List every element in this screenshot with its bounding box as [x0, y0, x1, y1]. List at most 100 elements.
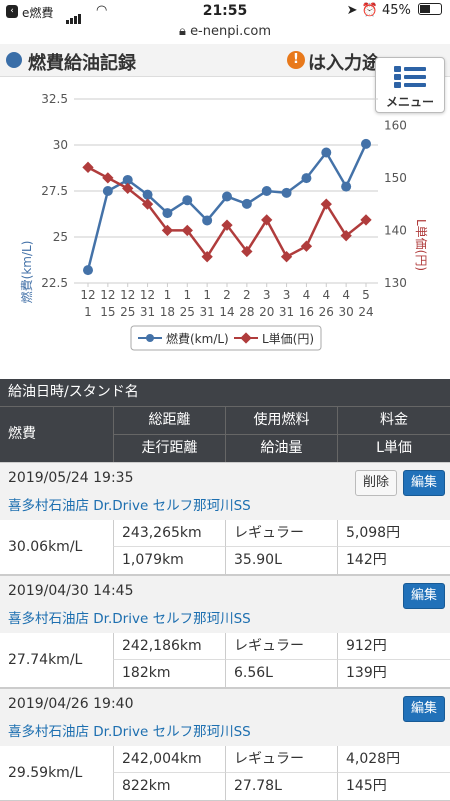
- x-tick-label-day: 25: [120, 305, 135, 319]
- unit-price-point[interactable]: [161, 224, 174, 237]
- edit-button[interactable]: 編集: [402, 696, 445, 722]
- battery-percent: 45%: [381, 3, 411, 18]
- fuel-efficiency-point[interactable]: [182, 195, 193, 206]
- unit-price-point[interactable]: [82, 161, 94, 173]
- y-axis-right-label: L単価(円): [414, 219, 428, 271]
- wifi-icon: ◠: [96, 3, 108, 18]
- unit-price-point[interactable]: [102, 172, 114, 184]
- unit-price-point[interactable]: [241, 245, 253, 258]
- record-distance: 182km: [113, 660, 225, 687]
- unit-price-point[interactable]: [280, 251, 293, 263]
- header-distance: 走行距離: [113, 435, 225, 462]
- url-text: e-nenpi.com: [190, 24, 271, 39]
- x-tick-label-month: 4: [303, 288, 311, 302]
- record-distance: 1,079km: [113, 547, 225, 574]
- record-amount: 6.56L: [225, 660, 337, 687]
- unit-price-point[interactable]: [360, 214, 372, 226]
- fuel-efficiency-point[interactable]: [261, 186, 272, 196]
- fuel-efficiency-point[interactable]: [122, 174, 133, 185]
- x-tick-label-month: 1: [164, 288, 172, 302]
- status-right: ➤ ⏰ 45%: [347, 3, 442, 18]
- x-tick-label-month: 2: [223, 288, 231, 302]
- header-unit-price: L単価: [337, 435, 450, 462]
- fuel-efficiency-point[interactable]: [83, 265, 93, 276]
- x-tick-label-month: 12: [140, 288, 155, 302]
- fuel-efficiency-point[interactable]: [202, 215, 213, 226]
- header-fuel-used: 使用燃料: [225, 407, 337, 435]
- menu-label: メニュー: [385, 95, 434, 109]
- unit-price-point[interactable]: [221, 219, 233, 231]
- record-unit-price: 142円: [337, 547, 450, 574]
- menu-button[interactable]: メニュー: [375, 57, 445, 113]
- fuel-efficiency-point[interactable]: [102, 186, 113, 196]
- record-station-link[interactable]: 喜多村石油店 Dr.Drive セルフ那珂川SS: [8, 611, 251, 627]
- x-tick-label-day: 30: [339, 305, 354, 319]
- record-price: 5,098円: [337, 520, 450, 547]
- chart-legend[interactable]: 燃費(km/L) L単価(円): [130, 325, 322, 351]
- unit-price-point[interactable]: [181, 224, 193, 237]
- fuel-efficiency-point[interactable]: [162, 208, 173, 219]
- fuel-efficiency-point[interactable]: [301, 173, 312, 184]
- record-fuel-type: レギュラー: [225, 633, 337, 660]
- record-distance: 822km: [113, 773, 225, 800]
- record-station-link[interactable]: 喜多村石油店 Dr.Drive セルフ那珂川SS: [8, 724, 251, 740]
- header-amount: 給油量: [225, 435, 337, 462]
- unit-price-point[interactable]: [340, 230, 352, 242]
- fuel-efficiency-point[interactable]: [321, 147, 332, 158]
- record-fuel-type: レギュラー: [225, 520, 337, 547]
- edit-button[interactable]: 編集: [402, 583, 445, 609]
- y-tick-right: 160: [384, 118, 407, 132]
- x-tick-label-day: 25: [180, 305, 195, 319]
- x-tick-label-day: 31: [200, 305, 215, 319]
- x-tick-label-month: 1: [183, 288, 191, 302]
- x-tick-label-month: 4: [322, 288, 330, 302]
- record-row: 2019/04/30 14:45 喜多村石油店 Dr.Drive セルフ那珂川S…: [0, 575, 450, 688]
- back-arrow-icon[interactable]: ‹: [6, 5, 18, 18]
- fuel-efficiency-point[interactable]: [341, 181, 352, 192]
- x-tick-label-day: 26: [319, 305, 334, 319]
- record-unit-price: 139円: [337, 660, 450, 687]
- record-row: 2019/04/26 19:40 喜多村石油店 Dr.Drive セルフ那珂川S…: [0, 688, 450, 801]
- fuel-efficiency-point[interactable]: [142, 189, 153, 200]
- input-notice[interactable]: は入力途: [308, 53, 380, 74]
- record-station-link[interactable]: 喜多村石油店 Dr.Drive セルフ那珂川SS: [8, 498, 251, 514]
- back-app-label[interactable]: e燃費: [22, 6, 54, 20]
- header-fuel-efficiency: 燃費: [8, 426, 36, 442]
- edit-button[interactable]: 編集: [402, 470, 445, 496]
- record-unit-price: 145円: [337, 773, 450, 800]
- header-total-distance: 総距離: [113, 407, 225, 435]
- x-tick-label-day: 18: [160, 305, 175, 319]
- status-bar: ‹ e燃費 ◠ 21:55 ➤ ⏰ 45%: [0, 0, 450, 26]
- unit-price-point[interactable]: [201, 251, 213, 263]
- unit-price-point[interactable]: [261, 214, 273, 226]
- x-tick-label-month: 1: [203, 288, 211, 302]
- y-tick-left: 27.5: [41, 184, 68, 198]
- alarm-icon: ⏰: [361, 3, 378, 18]
- x-tick-label-day: 20: [259, 305, 274, 319]
- legend-marker-price: [240, 332, 252, 344]
- x-tick-label-month: 5: [362, 288, 370, 302]
- fuel-efficiency-point[interactable]: [281, 187, 292, 198]
- clock: 21:55: [202, 3, 248, 19]
- fuel-efficiency-point[interactable]: [222, 191, 232, 202]
- x-tick-label-month: 12: [120, 288, 135, 302]
- record-row: 2019/05/24 19:35 喜多村石油店 Dr.Drive セルフ那珂川S…: [0, 462, 450, 575]
- record-datetime: 2019/04/30 14:45: [8, 583, 134, 599]
- unit-price-point[interactable]: [320, 198, 332, 210]
- record-total-distance: 243,265km: [113, 520, 225, 547]
- header-price: 料金: [337, 407, 450, 435]
- unit-price-point[interactable]: [300, 240, 313, 252]
- x-tick-label-month: 4: [342, 288, 350, 302]
- unit-price-point[interactable]: [141, 198, 154, 210]
- record-fuel-efficiency: 29.59km/L: [8, 765, 83, 781]
- fuel-efficiency-point[interactable]: [241, 198, 252, 209]
- y-tick-left: 32.5: [41, 92, 68, 106]
- x-tick-label-day: 1: [84, 305, 92, 319]
- fuel-efficiency-point[interactable]: [361, 138, 371, 149]
- delete-button[interactable]: 削除: [354, 470, 397, 496]
- header-datetime-station: 給油日時/スタンド名: [0, 379, 450, 407]
- info-icon[interactable]: !: [287, 51, 305, 69]
- record-fuel-type: レギュラー: [225, 746, 337, 773]
- x-tick-label-day: 14: [219, 305, 234, 319]
- url-bar[interactable]: 🔒︎ e-nenpi.com: [0, 24, 450, 39]
